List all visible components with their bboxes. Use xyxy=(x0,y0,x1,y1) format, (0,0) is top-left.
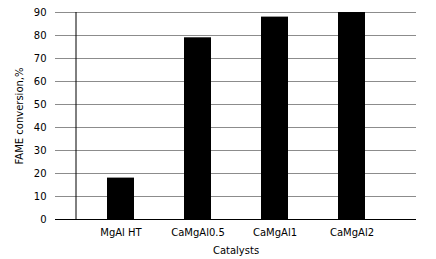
svg-text:30: 30 xyxy=(34,145,47,156)
svg-text:Catalysts: Catalysts xyxy=(213,245,259,256)
svg-text:40: 40 xyxy=(34,122,47,133)
svg-text:0: 0 xyxy=(40,214,46,225)
svg-text:CaMgAl0.5: CaMgAl0.5 xyxy=(171,227,225,238)
svg-text:10: 10 xyxy=(34,191,47,202)
svg-text:CaMgAl2: CaMgAl2 xyxy=(330,227,374,238)
svg-text:80: 80 xyxy=(34,30,47,41)
svg-text:60: 60 xyxy=(34,76,47,87)
svg-text:CaMgAl1: CaMgAl1 xyxy=(253,227,297,238)
svg-text:FAME conversion,%: FAME conversion,% xyxy=(14,67,25,164)
svg-text:50: 50 xyxy=(34,99,47,110)
svg-text:90: 90 xyxy=(34,7,47,18)
svg-text:70: 70 xyxy=(34,53,47,64)
svg-text:MgAl HT: MgAl HT xyxy=(100,227,142,238)
svg-text:20: 20 xyxy=(34,168,47,179)
